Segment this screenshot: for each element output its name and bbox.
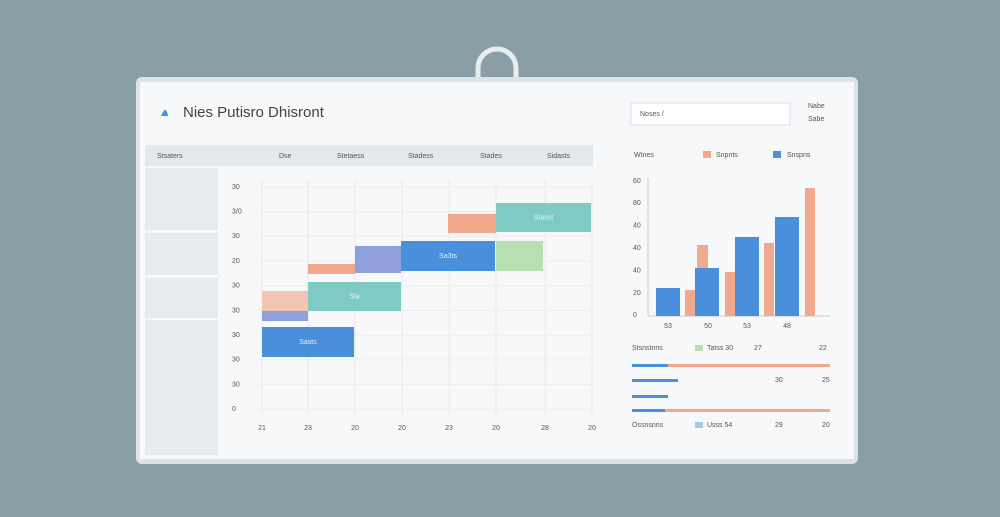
x-label: 20	[351, 425, 359, 432]
x-label: 53	[743, 323, 751, 330]
progress-legend: Tatss 30	[707, 345, 733, 352]
gantt-bar	[496, 241, 543, 271]
progress-value: 27	[754, 345, 762, 352]
x-label: 23	[445, 425, 453, 432]
gantt-bar	[355, 246, 401, 273]
x-label: 20	[588, 425, 596, 432]
column-header: Sidasts	[547, 153, 570, 160]
hanger	[475, 46, 519, 80]
title: Nies Putisro Dhisront	[183, 104, 325, 121]
y-label: 30	[232, 283, 240, 290]
search-text: Noses /	[640, 111, 664, 118]
bar	[775, 217, 799, 316]
y-label: 20	[232, 258, 240, 265]
progress-bar	[632, 409, 830, 412]
column-header: Stsaters	[157, 153, 183, 160]
bar	[805, 188, 815, 316]
y-label: 30	[232, 184, 240, 191]
bar	[735, 237, 759, 316]
progress-value: 20	[822, 422, 830, 429]
swatch	[695, 422, 703, 428]
gantt-bar	[448, 214, 496, 233]
y-label: 20	[633, 290, 641, 297]
column-header: Dse	[279, 153, 292, 160]
y-label: 40	[633, 245, 641, 252]
x-label: 53	[664, 323, 672, 330]
y-label: 0	[232, 406, 236, 413]
gantt-bar	[262, 311, 308, 321]
bar	[656, 288, 680, 316]
column-header: Stetaess	[337, 153, 365, 160]
y-label: 30	[232, 381, 240, 388]
x-label: 23	[304, 425, 312, 432]
progress-bar	[632, 364, 668, 367]
bar	[725, 272, 735, 316]
menu-item[interactable]: Nabe	[808, 103, 825, 110]
logo	[161, 110, 168, 116]
x-label: 28	[541, 425, 549, 432]
row-bg	[145, 168, 218, 230]
y-label: 3/0	[232, 209, 242, 216]
gantt-bar	[308, 282, 401, 311]
progress-value: 30	[775, 377, 783, 384]
gantt-bar	[262, 291, 308, 311]
progress-value: 29	[775, 422, 783, 429]
progress-bar	[632, 379, 678, 382]
column-header: Stades	[480, 153, 502, 160]
y-label: 30	[232, 307, 240, 314]
gantt-bar	[401, 241, 495, 271]
x-label: 50	[704, 323, 712, 330]
gantt-label: Sasts	[299, 339, 317, 346]
legend-label: Snspns	[787, 152, 811, 159]
row-bg	[145, 320, 218, 455]
progress-label: Ossnsnns	[632, 422, 664, 429]
column-header: Stadess	[408, 153, 434, 160]
y-label: 30	[232, 233, 240, 240]
gantt-label: Sla	[349, 293, 359, 300]
y-label: 80	[633, 200, 641, 207]
gantt-label: Stasst	[534, 214, 554, 221]
gantt-bar	[262, 327, 354, 357]
legend-swatch	[703, 151, 711, 158]
chart-title: Wtnes	[634, 152, 654, 159]
menu-item[interactable]: Sabe	[808, 116, 824, 123]
progress-value: 25	[822, 377, 830, 384]
bar	[695, 268, 719, 316]
progress-bar	[632, 364, 830, 367]
y-label: 0	[633, 312, 637, 319]
legend-swatch	[773, 151, 781, 158]
search-box[interactable]	[630, 102, 791, 126]
bar	[685, 290, 695, 316]
progress-value: 22	[819, 345, 827, 352]
y-label: 60	[633, 178, 641, 185]
swatch	[695, 345, 703, 351]
progress-legend: Usss 54	[707, 422, 732, 429]
progress-bar	[632, 409, 665, 412]
y-label: 30	[232, 357, 240, 364]
y-label: 40	[633, 267, 641, 274]
x-label: 20	[492, 425, 500, 432]
bar	[764, 243, 774, 316]
gantt-bar	[496, 203, 591, 232]
x-label: 48	[783, 323, 791, 330]
progress-bar	[632, 395, 668, 398]
table-header	[145, 145, 593, 166]
y-label: 40	[633, 223, 641, 230]
x-label: 21	[258, 425, 266, 432]
row-bg	[145, 278, 218, 318]
gantt-bar	[308, 264, 355, 274]
y-label: 30	[232, 332, 240, 339]
gantt-label: Sa3ts	[439, 253, 457, 260]
row-bg	[145, 233, 218, 275]
legend-label: Snpnts	[716, 152, 738, 159]
progress-label: Stsnstnns	[632, 345, 663, 352]
x-label: 20	[398, 425, 406, 432]
